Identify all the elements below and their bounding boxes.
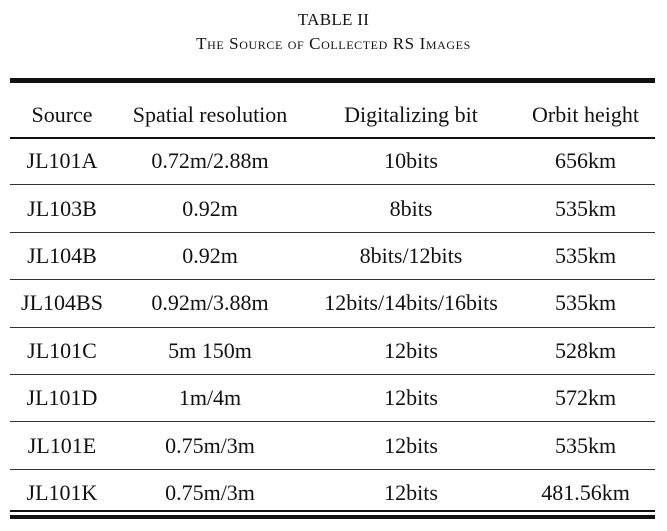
cell-spatial-resolution: 0.75m/3m <box>165 479 255 505</box>
cell-digitalizing-bit: 12bits/14bits/16bits <box>306 279 516 328</box>
table-row: JL104BS 0.92m/3.88m 12bits/14bits/16bits… <box>10 279 655 328</box>
table-bottom-rule-thick <box>10 515 655 519</box>
table-row: JL101A 0.72m/2.88m 10bits 656km <box>10 138 655 186</box>
cell-spatial-resolution: 0.92m <box>114 232 306 281</box>
table-caption-title: The Source of Collected RS Images <box>196 34 471 53</box>
table-caption-label: TABLE II <box>297 10 370 29</box>
cell-digitalizing-bit: 12bits <box>384 479 438 505</box>
cell-source: JL104BS <box>10 279 114 328</box>
cell-digitalizing-bit: 12bits <box>306 374 516 423</box>
cell-source: JL103B <box>10 184 114 233</box>
table-header-rule <box>10 137 655 139</box>
cell-orbit-height: 535km <box>516 421 655 470</box>
cell-spatial-resolution: 1m/4m <box>114 374 306 423</box>
table-row: JL101C 5m 150m 12bits 528km <box>10 327 655 375</box>
header-orbit-height: Orbit height <box>532 102 639 127</box>
header-source: Source <box>31 102 93 127</box>
cell-orbit-height: 528km <box>516 327 655 375</box>
header-spatial-resolution: Spatial resolution <box>132 102 288 127</box>
cell-spatial-resolution: 5m 150m <box>114 327 306 375</box>
table-top-rule <box>10 78 655 83</box>
cell-digitalizing-bit: 12bits <box>306 421 516 470</box>
cell-orbit-height: 535km <box>516 232 655 281</box>
cell-source: JL101D <box>10 374 114 423</box>
header-digitalizing-bit: Digitalizing bit <box>344 102 478 127</box>
cell-digitalizing-bit: 8bits <box>306 184 516 233</box>
cell-source: JL101C <box>10 327 114 375</box>
cell-digitalizing-bit: 8bits/12bits <box>306 232 516 281</box>
cell-spatial-resolution: 0.92m/3.88m <box>114 279 306 328</box>
cell-digitalizing-bit: 12bits <box>306 327 516 375</box>
table-bottom-rule-thin <box>10 510 655 512</box>
cell-orbit-height: 656km <box>516 138 655 186</box>
rs-source-table: Source Spatial resolution Digitalizing b… <box>10 92 655 516</box>
cell-source: JL101E <box>10 421 114 470</box>
cell-spatial-resolution: 0.75m/3m <box>114 421 306 470</box>
table-header-row: Source Spatial resolution Digitalizing b… <box>10 92 655 138</box>
cell-source: JL104B <box>10 232 114 281</box>
table-row: JL101K 0.75m/3m 12bits 481.56km <box>10 469 655 516</box>
cell-source: JL101K <box>26 479 98 505</box>
table-row: JL101D 1m/4m 12bits 572km <box>10 374 655 423</box>
cell-orbit-height: 535km <box>516 184 655 233</box>
cell-orbit-height: 572km <box>516 374 655 423</box>
cell-digitalizing-bit: 10bits <box>306 138 516 186</box>
table-row: JL103B 0.92m 8bits 535km <box>10 184 655 233</box>
cell-spatial-resolution: 0.92m <box>114 184 306 233</box>
cell-orbit-height: 481.56km <box>541 479 630 505</box>
table-row: JL101E 0.75m/3m 12bits 535km <box>10 421 655 470</box>
table-row: JL104B 0.92m 8bits/12bits 535km <box>10 232 655 281</box>
cell-spatial-resolution: 0.72m/2.88m <box>114 138 306 186</box>
cell-orbit-height: 535km <box>516 279 655 328</box>
cell-source: JL101A <box>10 138 114 186</box>
